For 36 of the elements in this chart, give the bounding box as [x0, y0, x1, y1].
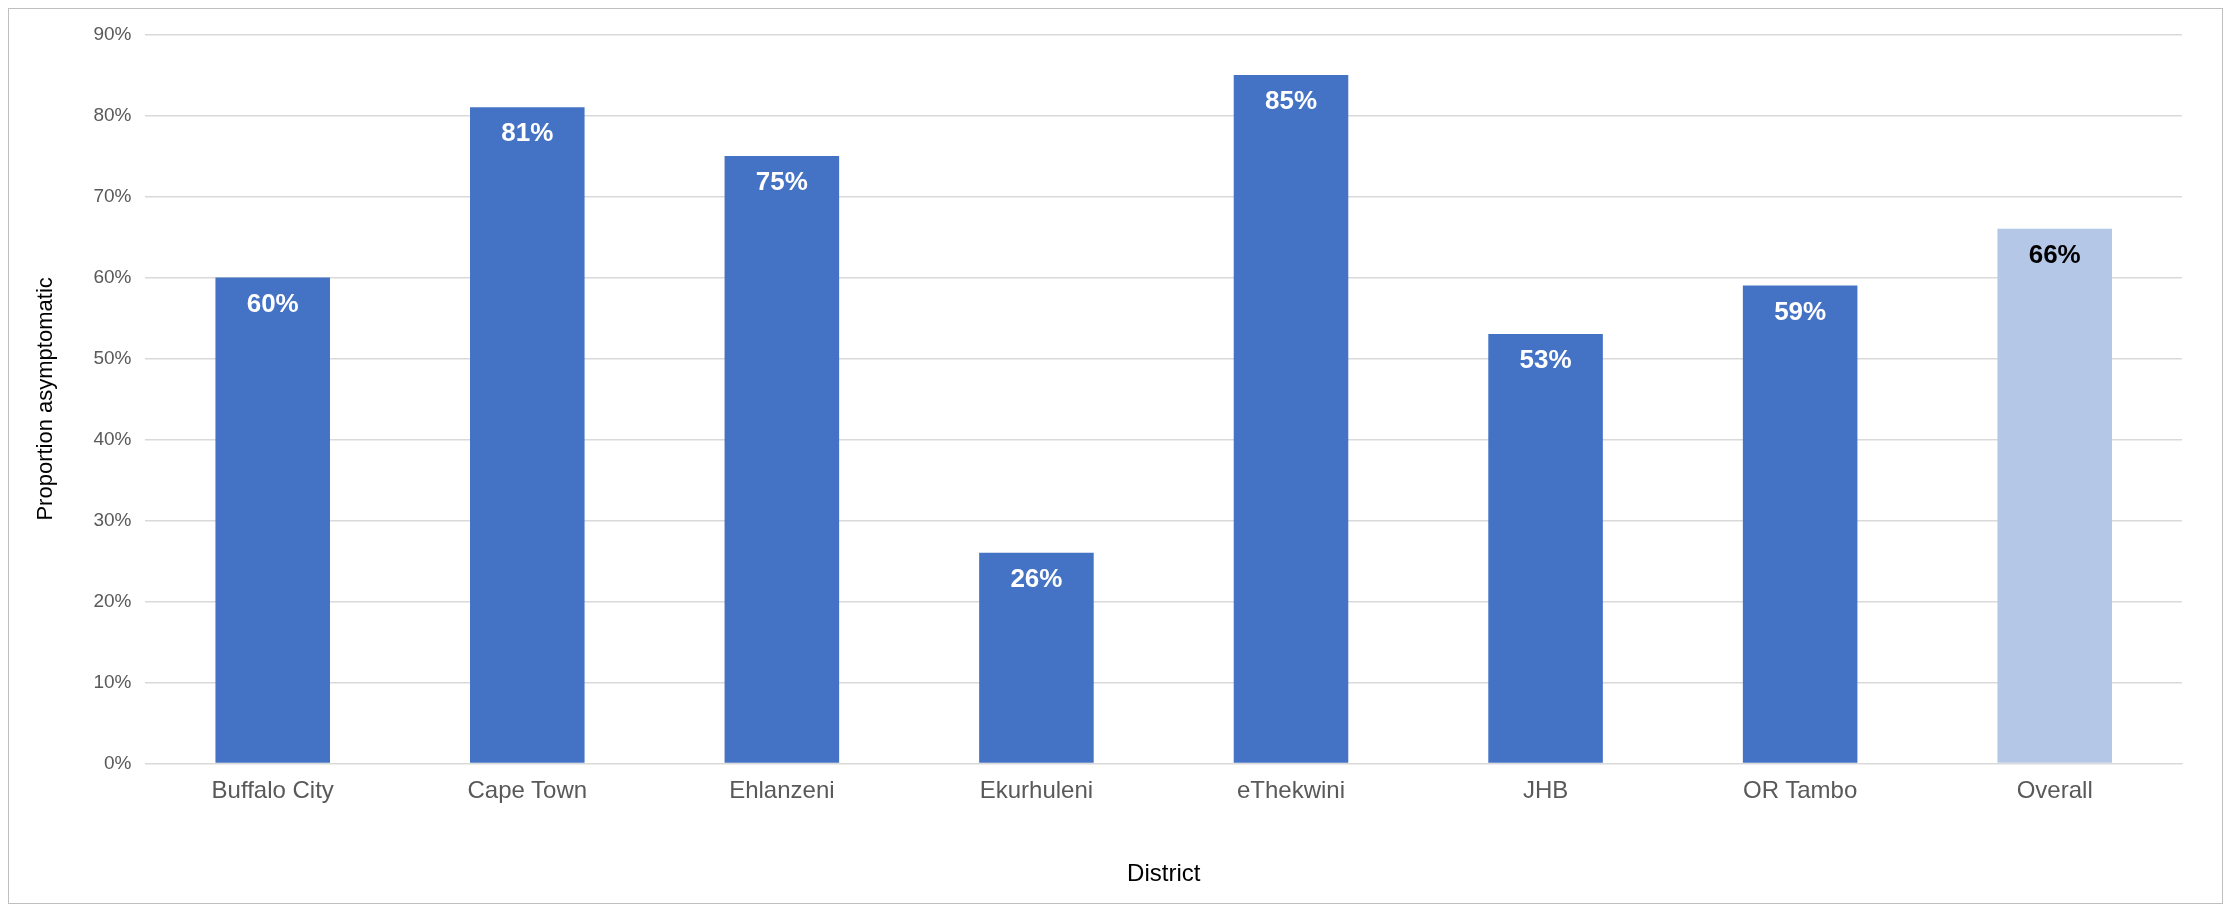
bar — [215, 277, 330, 763]
data-label: 85% — [1264, 85, 1318, 116]
data-label: 75% — [755, 166, 808, 197]
y-tick-label: 30% — [93, 508, 132, 530]
bar — [1488, 334, 1603, 763]
x-tick-label: Overall — [2016, 776, 2093, 804]
x-tick-label: JHB — [1522, 776, 1569, 804]
data-label: 59% — [1774, 295, 1827, 326]
x-tick-label: Cape Town — [467, 776, 588, 804]
y-axis-title: Proportion asymptomatic — [32, 277, 58, 521]
y-tick-label: 80% — [93, 103, 132, 125]
x-tick-label: eThekwini — [1236, 776, 1346, 804]
bar — [470, 107, 585, 763]
y-tick-label: 10% — [93, 670, 132, 692]
y-tick-label: 90% — [93, 22, 132, 44]
bar — [1997, 228, 2112, 763]
x-axis-title: District — [1127, 859, 1201, 887]
y-tick-label: 0% — [103, 751, 132, 773]
y-tick-label: 40% — [93, 427, 132, 449]
bar — [979, 552, 1094, 763]
x-tick-label: OR Tambo — [1743, 776, 1858, 804]
bar — [1233, 74, 1349, 763]
data-label: 53% — [1519, 344, 1572, 375]
data-label: 66% — [2028, 238, 2081, 269]
bar — [724, 155, 840, 763]
x-tick-label: Ekurhuleni — [979, 776, 1094, 804]
x-tick-label: Ehlanzeni — [729, 776, 835, 804]
data-label: 81% — [501, 117, 554, 148]
x-tick-label: Buffalo City — [211, 776, 334, 804]
bar — [1742, 285, 1858, 763]
data-label: 26% — [1010, 562, 1063, 593]
y-tick-label: 70% — [93, 184, 132, 206]
data-label: 60% — [246, 287, 299, 318]
y-tick-label: 60% — [93, 265, 132, 287]
y-tick-label: 50% — [93, 346, 132, 368]
y-tick-label: 20% — [93, 589, 132, 611]
